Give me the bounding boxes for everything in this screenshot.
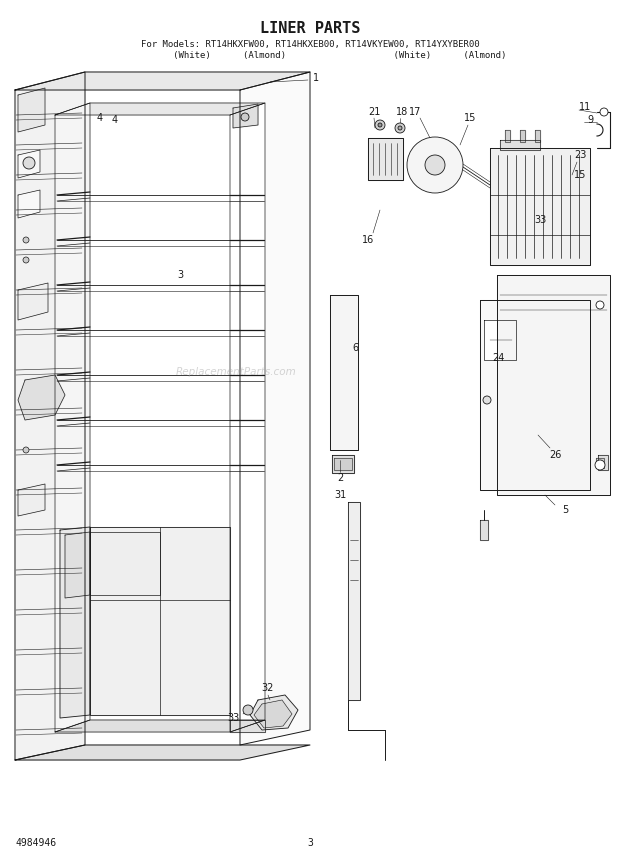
- Polygon shape: [55, 103, 90, 732]
- Circle shape: [395, 123, 405, 133]
- Polygon shape: [332, 455, 354, 473]
- Polygon shape: [55, 720, 265, 732]
- Text: 4984946: 4984946: [15, 838, 56, 848]
- Polygon shape: [90, 527, 230, 715]
- Polygon shape: [250, 695, 298, 730]
- Text: 3: 3: [177, 270, 183, 280]
- Polygon shape: [15, 72, 310, 90]
- Text: 9: 9: [587, 115, 593, 125]
- Text: 24: 24: [492, 353, 504, 363]
- Polygon shape: [90, 532, 160, 595]
- Text: 4: 4: [112, 115, 118, 125]
- Text: 16: 16: [362, 235, 374, 245]
- Polygon shape: [497, 275, 610, 495]
- Polygon shape: [368, 138, 403, 180]
- Circle shape: [23, 257, 29, 263]
- Polygon shape: [505, 130, 510, 142]
- Polygon shape: [18, 375, 65, 420]
- Polygon shape: [484, 320, 516, 360]
- Circle shape: [243, 705, 253, 715]
- Text: 31: 31: [334, 490, 346, 500]
- Circle shape: [23, 157, 35, 169]
- Polygon shape: [348, 502, 360, 700]
- Text: 5: 5: [562, 505, 568, 515]
- Text: 2: 2: [337, 473, 343, 483]
- Circle shape: [378, 123, 382, 127]
- Polygon shape: [18, 484, 45, 516]
- Circle shape: [600, 108, 608, 116]
- Circle shape: [483, 396, 491, 404]
- Circle shape: [595, 460, 605, 470]
- Polygon shape: [500, 140, 540, 150]
- Text: (White)      (Almond)                    (White)      (Almond): (White) (Almond) (White) (Almond): [114, 51, 506, 60]
- Polygon shape: [596, 458, 604, 468]
- Polygon shape: [240, 72, 310, 745]
- Text: 26: 26: [549, 450, 561, 460]
- Circle shape: [23, 447, 29, 453]
- Polygon shape: [230, 720, 265, 732]
- Text: 1: 1: [313, 73, 319, 83]
- Polygon shape: [598, 455, 608, 470]
- Circle shape: [398, 126, 402, 130]
- Polygon shape: [334, 458, 352, 470]
- Polygon shape: [60, 527, 90, 718]
- Text: 15: 15: [574, 170, 586, 180]
- Polygon shape: [15, 745, 310, 760]
- Circle shape: [23, 237, 29, 243]
- Polygon shape: [254, 700, 292, 728]
- Polygon shape: [490, 148, 590, 265]
- Text: LINER PARTS: LINER PARTS: [260, 21, 360, 35]
- Circle shape: [425, 155, 445, 175]
- Polygon shape: [480, 520, 488, 540]
- Text: 32: 32: [262, 683, 274, 693]
- Text: 15: 15: [464, 113, 476, 123]
- Polygon shape: [520, 130, 525, 142]
- Polygon shape: [65, 532, 90, 598]
- Polygon shape: [55, 103, 265, 115]
- Text: 18: 18: [396, 107, 408, 117]
- Polygon shape: [18, 190, 40, 218]
- Text: For Models: RT14HKXFW00, RT14HKXEB00, RT14VKYEW00, RT14YXYBER00: For Models: RT14HKXFW00, RT14HKXEB00, RT…: [141, 39, 479, 49]
- Polygon shape: [330, 295, 358, 450]
- Text: 21: 21: [368, 107, 380, 117]
- Polygon shape: [535, 130, 540, 142]
- Text: 6: 6: [352, 343, 358, 353]
- Text: ReplacementParts.com: ReplacementParts.com: [175, 367, 296, 377]
- Polygon shape: [18, 283, 48, 320]
- Text: 33: 33: [227, 713, 239, 723]
- Text: 3: 3: [307, 838, 313, 848]
- Circle shape: [375, 120, 385, 130]
- Text: 17: 17: [409, 107, 421, 117]
- Polygon shape: [18, 150, 40, 178]
- Text: 23: 23: [574, 150, 586, 160]
- Text: 4: 4: [97, 113, 103, 123]
- Text: 11: 11: [579, 102, 591, 112]
- Polygon shape: [15, 72, 85, 760]
- Circle shape: [407, 137, 463, 193]
- Polygon shape: [18, 88, 45, 132]
- Polygon shape: [233, 104, 258, 128]
- Text: 33: 33: [534, 215, 546, 225]
- Polygon shape: [230, 103, 265, 732]
- Circle shape: [241, 113, 249, 121]
- Polygon shape: [480, 300, 590, 490]
- Circle shape: [596, 301, 604, 309]
